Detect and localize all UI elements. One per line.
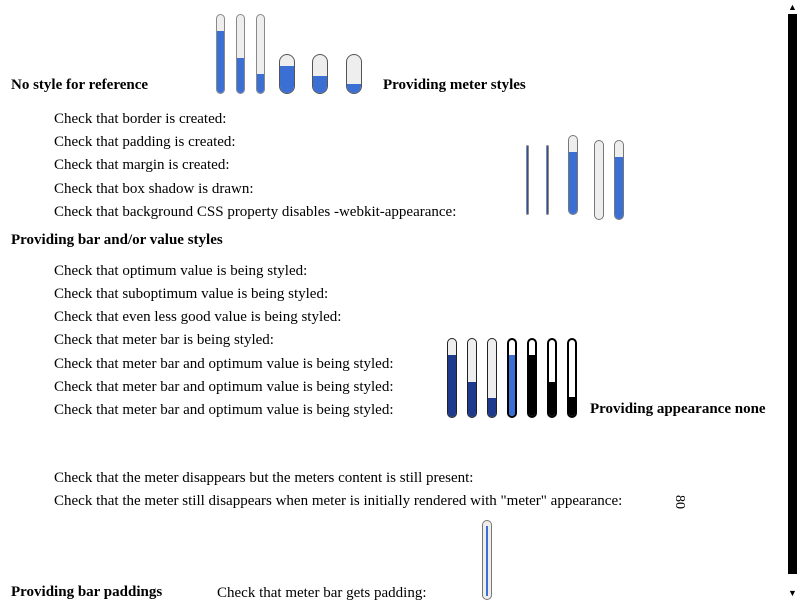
check-bar-optimum-2: Check that meter bar and optimum value i… <box>54 379 394 395</box>
bar-meter-optimum <box>447 338 457 418</box>
check-optimum: Check that optimum value is being styled… <box>54 263 308 279</box>
scrollbar-thumb[interactable] <box>788 14 797 574</box>
check-padding: Check that padding is created: <box>54 134 236 150</box>
check-suboptimum: Check that suboptimum value is being sty… <box>54 286 329 302</box>
bar-meter-even-less-good <box>487 338 497 418</box>
bar-meter-bar-optimum-1 <box>527 338 537 418</box>
check-bar-optimum-1: Check that meter bar and optimum value i… <box>54 356 394 372</box>
heading-appearance-none: Providing appearance none <box>590 401 766 417</box>
styled-meter-background <box>614 140 624 220</box>
reference-pill-meter-1 <box>279 54 295 94</box>
padded-meter <box>482 520 492 600</box>
reference-pill-meter-3 <box>346 54 362 94</box>
check-meter-disappears: Check that the meter disappears but the … <box>54 470 474 486</box>
styled-meter-shadow <box>594 140 604 220</box>
check-even-less-good: Check that even less good value is being… <box>54 309 342 325</box>
bar-meter-bar-optimum-2 <box>547 338 557 418</box>
check-bar-padding: Check that meter bar gets padding: <box>217 585 427 601</box>
heading-no-style: No style for reference <box>11 77 149 93</box>
scroll-up-arrow-icon[interactable]: ▲ <box>788 2 797 12</box>
rotated-meter-content: 80 <box>672 495 687 509</box>
heading-bar-value-styles: Providing bar and/or value styles <box>11 232 223 248</box>
check-box-shadow: Check that box shadow is drawn: <box>54 181 254 197</box>
bar-meter-styled-bar <box>507 338 517 418</box>
reference-meter-2 <box>236 14 245 94</box>
check-meter-still-disappears: Check that the meter still disappears wh… <box>54 493 623 509</box>
vertical-scrollbar[interactable]: ▲ ▼ <box>785 0 800 600</box>
reference-meter-3 <box>256 14 265 94</box>
check-margin: Check that margin is created: <box>54 157 230 173</box>
check-background: Check that background CSS property disab… <box>54 204 457 220</box>
reference-pill-meter-2 <box>312 54 328 94</box>
heading-bar-paddings: Providing bar paddings <box>11 584 163 600</box>
check-bar-optimum-3: Check that meter bar and optimum value i… <box>54 402 394 418</box>
check-border: Check that border is created: <box>54 111 227 127</box>
bar-meter-suboptimum <box>467 338 477 418</box>
styled-meter-margin <box>568 135 578 215</box>
check-meter-bar: Check that meter bar is being styled: <box>54 332 274 348</box>
heading-meter-styles: Providing meter styles <box>383 77 526 93</box>
styled-meter-border <box>526 145 529 215</box>
scroll-down-arrow-icon[interactable]: ▼ <box>788 588 797 598</box>
styled-meter-padding <box>546 145 549 215</box>
reference-meter-1 <box>216 14 225 94</box>
bar-meter-bar-optimum-3 <box>567 338 577 418</box>
